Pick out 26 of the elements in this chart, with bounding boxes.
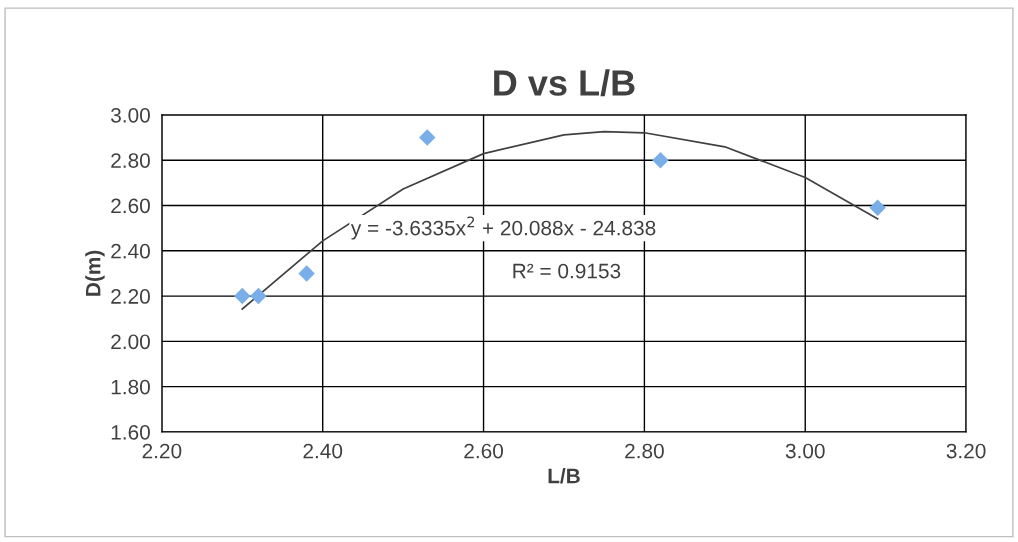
x-tick-label: 3.20 (946, 443, 986, 459)
x-tick-label: 3.00 (785, 443, 825, 459)
y-tick-label: 2.80 (111, 153, 150, 168)
x-tick-label: 2.60 (464, 443, 504, 459)
annotation: y = -3.6335x$^{2}$ + 20.088x - 24.838 (350, 216, 656, 240)
point (250, 287, 267, 305)
point (234, 287, 251, 305)
x-tick-label: 2.20 (142, 443, 182, 459)
point (298, 265, 315, 282)
annotation: R² = 0.9153 (513, 263, 621, 279)
x-tick-label: 2.40 (303, 443, 343, 459)
y-tick-label: 2.60 (111, 198, 150, 214)
y-tick-label: 1.60 (111, 424, 150, 440)
y-tick-label: 2.00 (111, 334, 150, 350)
point (419, 129, 436, 146)
y-tick-label: 1.80 (111, 379, 150, 395)
line-series (241, 130, 879, 310)
x-tick-label: 2.80 (625, 443, 664, 459)
y-tick-label: 3.00 (111, 107, 150, 123)
y-tick-label: 2.40 (111, 243, 150, 259)
x-axis-title: L/B (548, 468, 580, 484)
y-tick-label: 2.20 (111, 289, 150, 304)
point (869, 199, 886, 216)
point (652, 151, 669, 169)
chart-title: D vs L/B (494, 69, 635, 97)
y-axis-title: D(m) (85, 250, 105, 296)
